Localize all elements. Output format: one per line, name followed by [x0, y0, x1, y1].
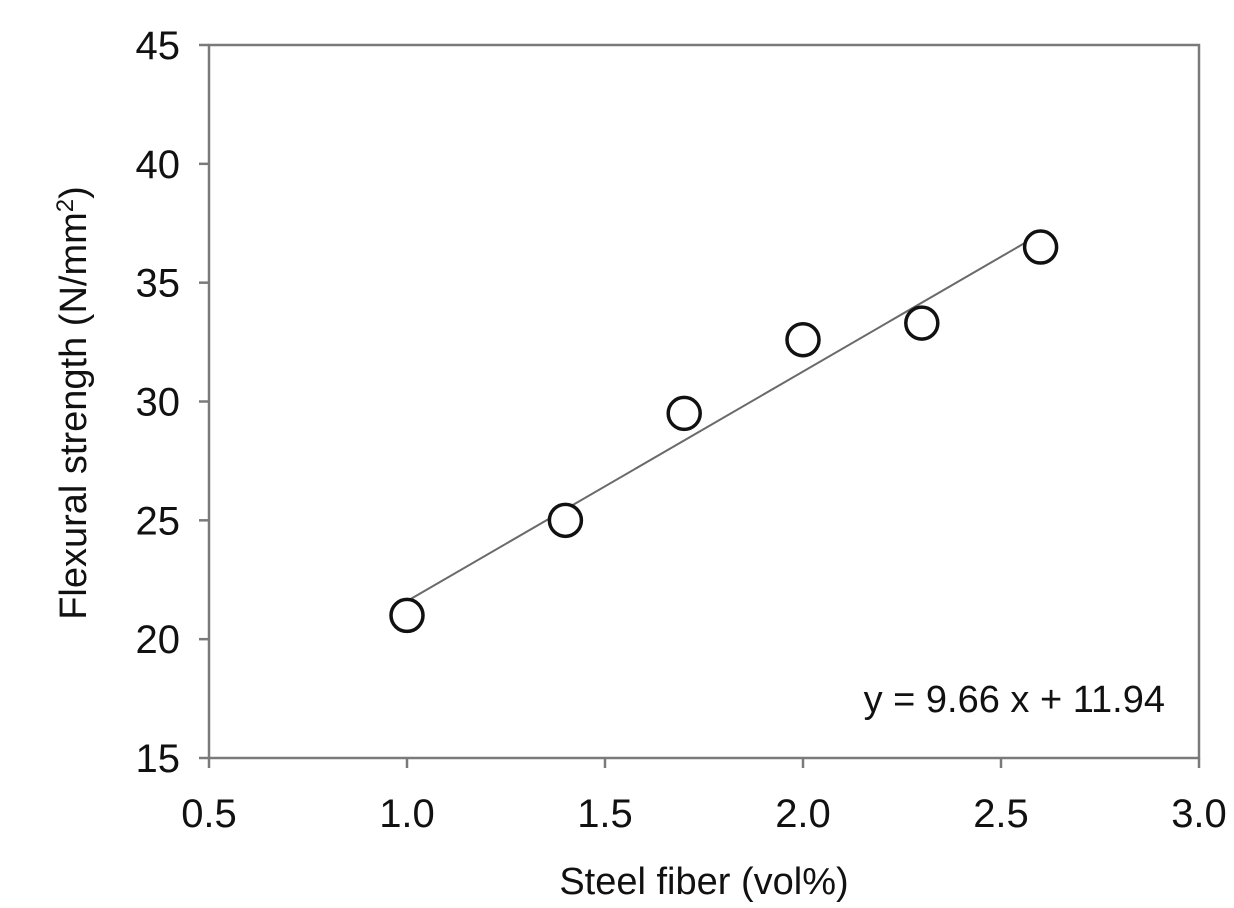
data-points: [389, 229, 1059, 634]
data-point: [389, 597, 425, 634]
plot-frame: [207, 43, 1201, 760]
data-point: [785, 321, 821, 358]
y-tick-label: 15: [136, 737, 181, 781]
x-axis-ticks: 0.5 1.0 1.5 2.0 2.5 3.0: [181, 758, 1227, 836]
x-tick-label: 0.5: [181, 792, 237, 836]
data-point: [547, 502, 584, 539]
data-point: [666, 395, 702, 432]
y-tick-label: 20: [136, 618, 181, 662]
y-tick-label: 40: [136, 143, 181, 187]
x-tick-label: 2.5: [973, 792, 1029, 836]
y-tick-label: 30: [136, 381, 181, 425]
regression-line: [406, 232, 1042, 603]
data-point: [904, 305, 940, 341]
x-tick-label: 2.0: [775, 792, 831, 836]
y-axis-title-main: Flexural strength (N/mm: [53, 212, 95, 620]
x-axis-title: Steel fiber (vol%): [559, 861, 848, 903]
y-axis-title: Flexural strength (N/mm2): [52, 186, 96, 620]
x-tick-label: 1.0: [379, 792, 435, 836]
regression-equation: y = 9.66 x + 11.94: [864, 679, 1165, 721]
y-tick-label: 45: [136, 24, 181, 68]
y-axis-title-superscript: 2: [52, 199, 79, 212]
x-tick-label: 3.0: [1171, 792, 1227, 836]
y-tick-label: 25: [136, 499, 181, 543]
data-point: [1022, 229, 1059, 265]
y-axis-title-close: ): [53, 186, 95, 199]
x-tick-label: 1.5: [577, 792, 633, 836]
y-axis-ticks: 15 20 25 30 35 40 45: [136, 24, 209, 781]
y-tick-label: 35: [136, 262, 181, 306]
